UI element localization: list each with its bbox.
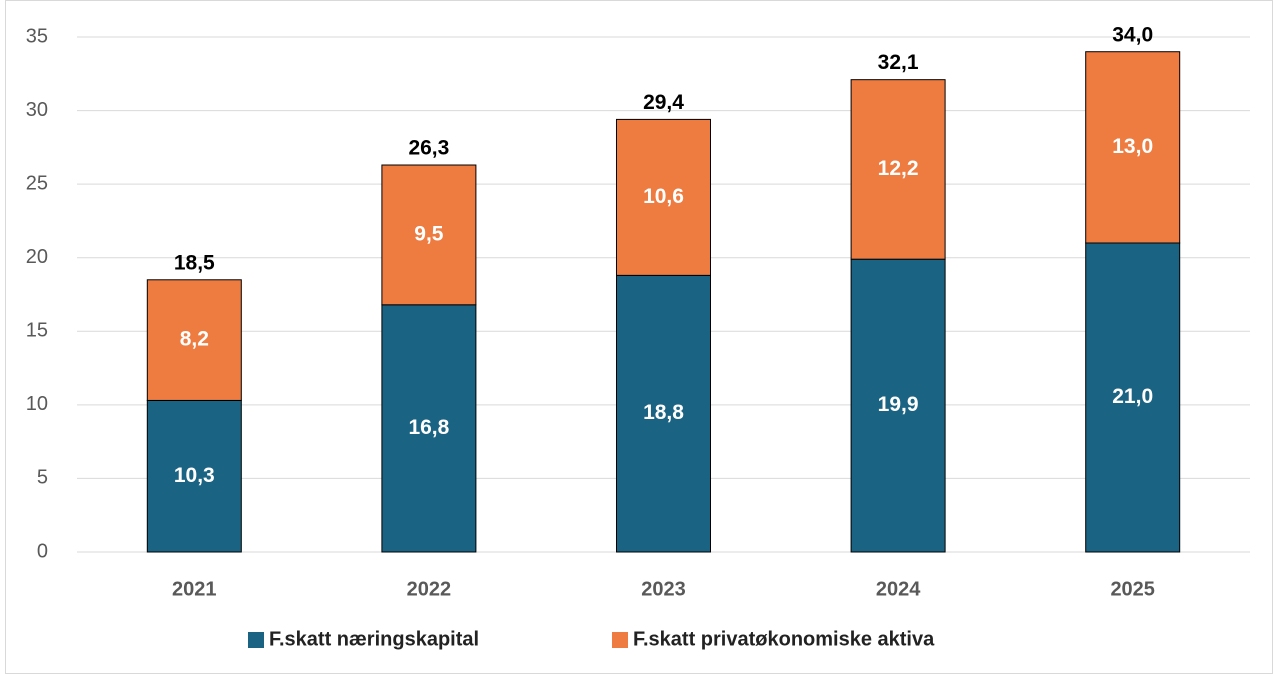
data-label: 9,5 bbox=[414, 222, 444, 245]
bar-segment bbox=[381, 164, 477, 306]
bar-segment bbox=[1085, 51, 1181, 244]
data-label: 12,2 bbox=[878, 157, 919, 180]
bar-segment bbox=[146, 399, 242, 553]
y-tick-label: 5 bbox=[37, 467, 48, 489]
y-tick-label: 30 bbox=[26, 99, 48, 121]
data-label: 8,2 bbox=[180, 328, 209, 351]
y-tick-label: 10 bbox=[26, 393, 48, 415]
y-tick-label: 15 bbox=[26, 320, 48, 342]
data-label: 13,0 bbox=[1112, 135, 1153, 158]
total-label: 29,4 bbox=[643, 91, 684, 114]
x-tick-label: 2025 bbox=[1110, 578, 1155, 600]
legend-swatch bbox=[612, 632, 628, 648]
x-tick-label: 2021 bbox=[172, 578, 217, 600]
total-label: 18,5 bbox=[174, 251, 215, 274]
y-tick-label: 20 bbox=[26, 246, 48, 268]
data-label: 10,3 bbox=[174, 464, 215, 487]
bar-segment bbox=[850, 258, 946, 553]
data-label: 19,9 bbox=[878, 393, 919, 416]
data-label: 10,6 bbox=[643, 185, 684, 208]
chart-frame bbox=[5, 0, 1273, 674]
bar-segment bbox=[146, 279, 242, 401]
bar-segment bbox=[1085, 242, 1181, 553]
bar-segment bbox=[616, 118, 711, 276]
legend-swatch bbox=[248, 632, 264, 648]
x-tick-label: 2024 bbox=[876, 578, 921, 600]
y-tick-label: 25 bbox=[26, 172, 48, 194]
total-label: 26,3 bbox=[408, 137, 449, 160]
data-label: 21,0 bbox=[1112, 385, 1153, 408]
total-label: 32,1 bbox=[878, 51, 919, 74]
x-tick-label: 2023 bbox=[641, 578, 686, 600]
y-tick-label: 0 bbox=[37, 540, 48, 562]
bar-segment bbox=[850, 79, 946, 260]
legend-label: F.skatt privatøkonomiske aktiva bbox=[633, 628, 935, 650]
total-label: 34,0 bbox=[1112, 23, 1153, 46]
data-label: 16,8 bbox=[408, 416, 449, 439]
y-tick-label: 35 bbox=[26, 25, 48, 47]
data-label: 18,8 bbox=[643, 401, 684, 424]
x-tick-label: 2022 bbox=[407, 578, 452, 600]
legend-label: F.skatt næringskapital bbox=[269, 628, 479, 650]
